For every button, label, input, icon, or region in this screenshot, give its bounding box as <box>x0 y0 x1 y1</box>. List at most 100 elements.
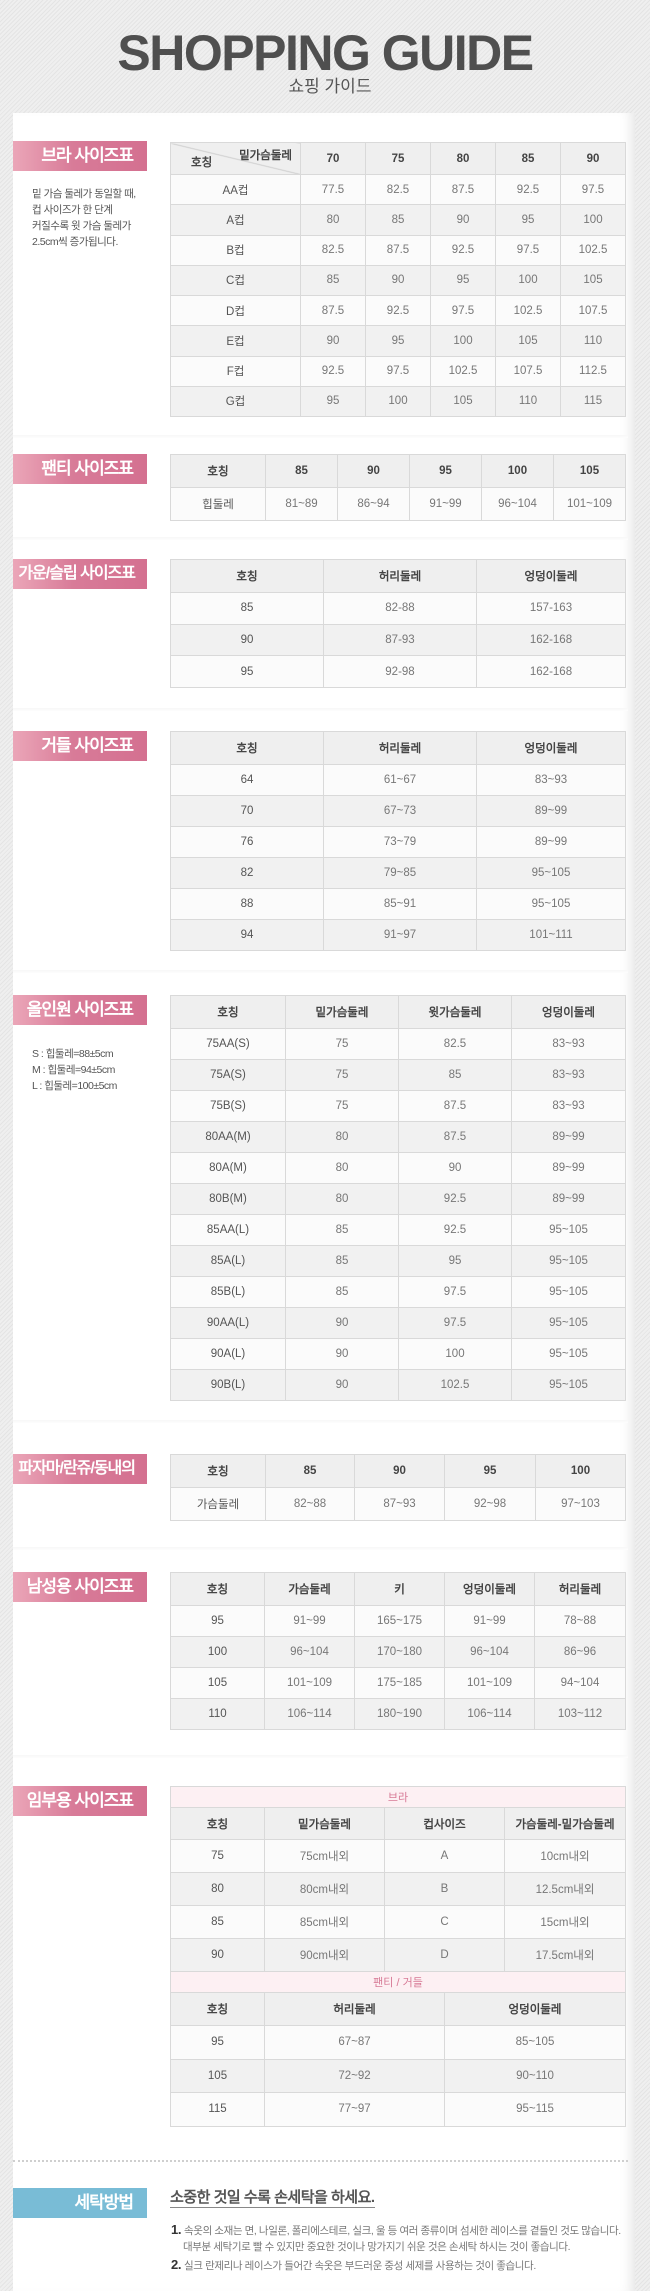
table-row: 90AA(L) 90 97.5 95~105 <box>170 1307 626 1339</box>
table-cell: 87.5 <box>365 234 431 266</box>
table-cell: 102.5 <box>430 355 496 387</box>
table-row: 95 91~99 165~175 91~99 78~88 <box>170 1605 626 1637</box>
table-cell: 91~99 <box>409 487 482 521</box>
header-row: 호칭 허리둘레 엉덩이둘레 <box>170 1992 626 2026</box>
header-row: 호칭 85 90 95 100 105 <box>170 454 626 488</box>
table-cell: 85~105 <box>444 2025 626 2060</box>
table-cell: 100 <box>365 385 431 418</box>
table-row: D컵 87.5 92.5 97.5 102.5 107.5 <box>170 294 626 327</box>
table-cell: 85 <box>285 1214 399 1246</box>
table-cell: 110 <box>495 385 561 418</box>
table-row: 90 87-93 162-168 <box>170 623 626 657</box>
table-cell: D <box>384 1938 505 1972</box>
table-cell: C <box>384 1905 505 1939</box>
laundry-item: 1. 속옷의 소재는 면, 나일론, 폴리에스테르, 실크, 울 등 여러 종류이… <box>171 2222 621 2255</box>
column-header: 105 <box>553 454 626 488</box>
table-cell: 85B(L) <box>170 1276 286 1308</box>
table-cell: A컵 <box>170 204 301 236</box>
section-divider <box>13 537 628 540</box>
table-cell: 15cm내외 <box>504 1905 626 1939</box>
table-cell: 80cm내외 <box>264 1872 385 1906</box>
maternity-size-table: 브라 호칭 밑가슴둘레 컵사이즈 가슴둘레-밑가슴둘레 75 75cm내외 A 10cm내외 80… <box>170 1786 626 2127</box>
table-cell: 90A(L) <box>170 1338 286 1370</box>
table-cell: F컵 <box>170 355 301 387</box>
note-line: L : 힙둘레=100±5cm <box>32 1080 117 1092</box>
table-row: 90B(L) 90 102.5 95~105 <box>170 1369 626 1401</box>
header-row: 호칭 가슴둘레 키 엉덩이둘레 허리둘레 <box>170 1572 626 1606</box>
table-cell: 85cm내외 <box>264 1905 385 1939</box>
table-cell: 100 <box>398 1338 512 1370</box>
table-cell: 61~67 <box>323 764 477 796</box>
table-cell: 가슴둘레 <box>170 1487 266 1521</box>
table-cell: 101~111 <box>476 919 626 951</box>
table-row: 94 91~97 101~111 <box>170 919 626 951</box>
table-cell: 95~115 <box>444 2092 626 2127</box>
header-row: 호칭 허리둘레 엉덩이둘레 <box>170 559 626 593</box>
table-cell: 95 <box>398 1245 512 1277</box>
table-cell: 96~104 <box>264 1636 355 1668</box>
table-cell: 80 <box>300 204 366 236</box>
table-row: 85A(L) 85 95 95~105 <box>170 1245 626 1277</box>
table-cell: 82-88 <box>323 592 477 625</box>
table-cell: 75 <box>170 1839 265 1873</box>
table-cell: 90~110 <box>444 2058 626 2093</box>
pajama-size-label: 파자마/란쥬/동내의 <box>13 1454 147 1484</box>
item-number: 2. <box>171 2257 182 2272</box>
column-header: 가슴둘레-밑가슴둘레 <box>504 1807 626 1840</box>
section-divider <box>13 1755 628 1758</box>
section-divider <box>13 1420 628 1423</box>
table-cell: 80 <box>285 1121 399 1153</box>
table-cell: 85 <box>365 204 431 236</box>
column-header: 가슴둘레 <box>264 1572 355 1606</box>
column-header: 허리둘레 <box>264 1992 445 2026</box>
table-cell: 92.5 <box>398 1183 512 1215</box>
table-cell: 82~88 <box>265 1487 355 1521</box>
table-cell: 95~105 <box>511 1276 626 1308</box>
table-row: 80AA(M) 80 87.5 89~99 <box>170 1121 626 1153</box>
table-row: 75B(S) 75 87.5 83~93 <box>170 1090 626 1122</box>
table-cell: 95 <box>365 325 431 357</box>
bra-size-label: 브라 사이즈표 <box>13 141 147 171</box>
item-text: 속옷의 소재는 면, 나일론, 폴리에스테르, 실크, 울 등 여러 종류이며 … <box>184 2225 621 2237</box>
subheader-row: 브라 <box>170 1786 626 1808</box>
table-cell: 105 <box>560 264 626 297</box>
table-cell: 83~93 <box>511 1059 626 1091</box>
table-cell: 97.5 <box>495 234 561 266</box>
allinone-size-table: 호칭 밑가슴둘레 윗가슴둘레 엉덩이둘레 75AA(S) 75 82.5 83~93 75A(S… <box>170 995 626 1401</box>
table-row: 95 67~87 85~105 <box>170 2025 626 2060</box>
table-cell: 92.5 <box>300 355 366 387</box>
column-header: 엉덩이둘레 <box>476 731 626 765</box>
table-cell: 95~105 <box>511 1369 626 1401</box>
table-cell: 100 <box>170 1636 265 1668</box>
table-cell: 12.5cm내외 <box>504 1872 626 1906</box>
section-divider <box>13 708 628 711</box>
column-header: 허리둘레 <box>323 559 477 593</box>
table-cell: 95~105 <box>511 1338 626 1370</box>
table-cell: 86~96 <box>534 1636 626 1668</box>
column-header: 95 <box>444 1454 536 1488</box>
table-row: 85AA(L) 85 92.5 95~105 <box>170 1214 626 1246</box>
section-divider <box>13 1547 628 1550</box>
table-cell: 75 <box>285 1090 399 1122</box>
table-cell: 90 <box>430 204 496 236</box>
header-row: 호칭 밑가슴둘레 윗가슴둘레 엉덩이둘레 <box>170 995 626 1029</box>
panty-subheader: 팬티 / 거들 <box>170 1971 626 1993</box>
table-cell: 95~105 <box>511 1307 626 1339</box>
table-cell: 75A(S) <box>170 1059 286 1091</box>
table-row: 75AA(S) 75 82.5 83~93 <box>170 1028 626 1060</box>
laundry-item: 2. 실크 란제리나 레이스가 들어간 속옷은 부드러운 중성 세제를 사용하는 … <box>171 2257 536 2274</box>
table-cell: 95 <box>430 264 496 297</box>
table-row: B컵 82.5 87.5 92.5 97.5 102.5 <box>170 234 626 266</box>
item-number: 1. <box>171 2222 182 2237</box>
table-row: 64 61~67 83~93 <box>170 764 626 796</box>
table-row: A컵 80 85 90 95 100 <box>170 204 626 236</box>
table-cell: AA컵 <box>170 173 301 206</box>
table-cell: 80 <box>285 1183 399 1215</box>
table-cell: 80 <box>285 1152 399 1184</box>
gown-size-label: 가운/슬립 사이즈표 <box>13 559 147 589</box>
column-header: 95 <box>409 454 482 488</box>
table-cell: 89~99 <box>476 826 626 858</box>
table-row: C컵 85 90 95 100 105 <box>170 264 626 297</box>
table-row: 80B(M) 80 92.5 89~99 <box>170 1183 626 1215</box>
table-row: E컵 90 95 100 105 110 <box>170 325 626 357</box>
